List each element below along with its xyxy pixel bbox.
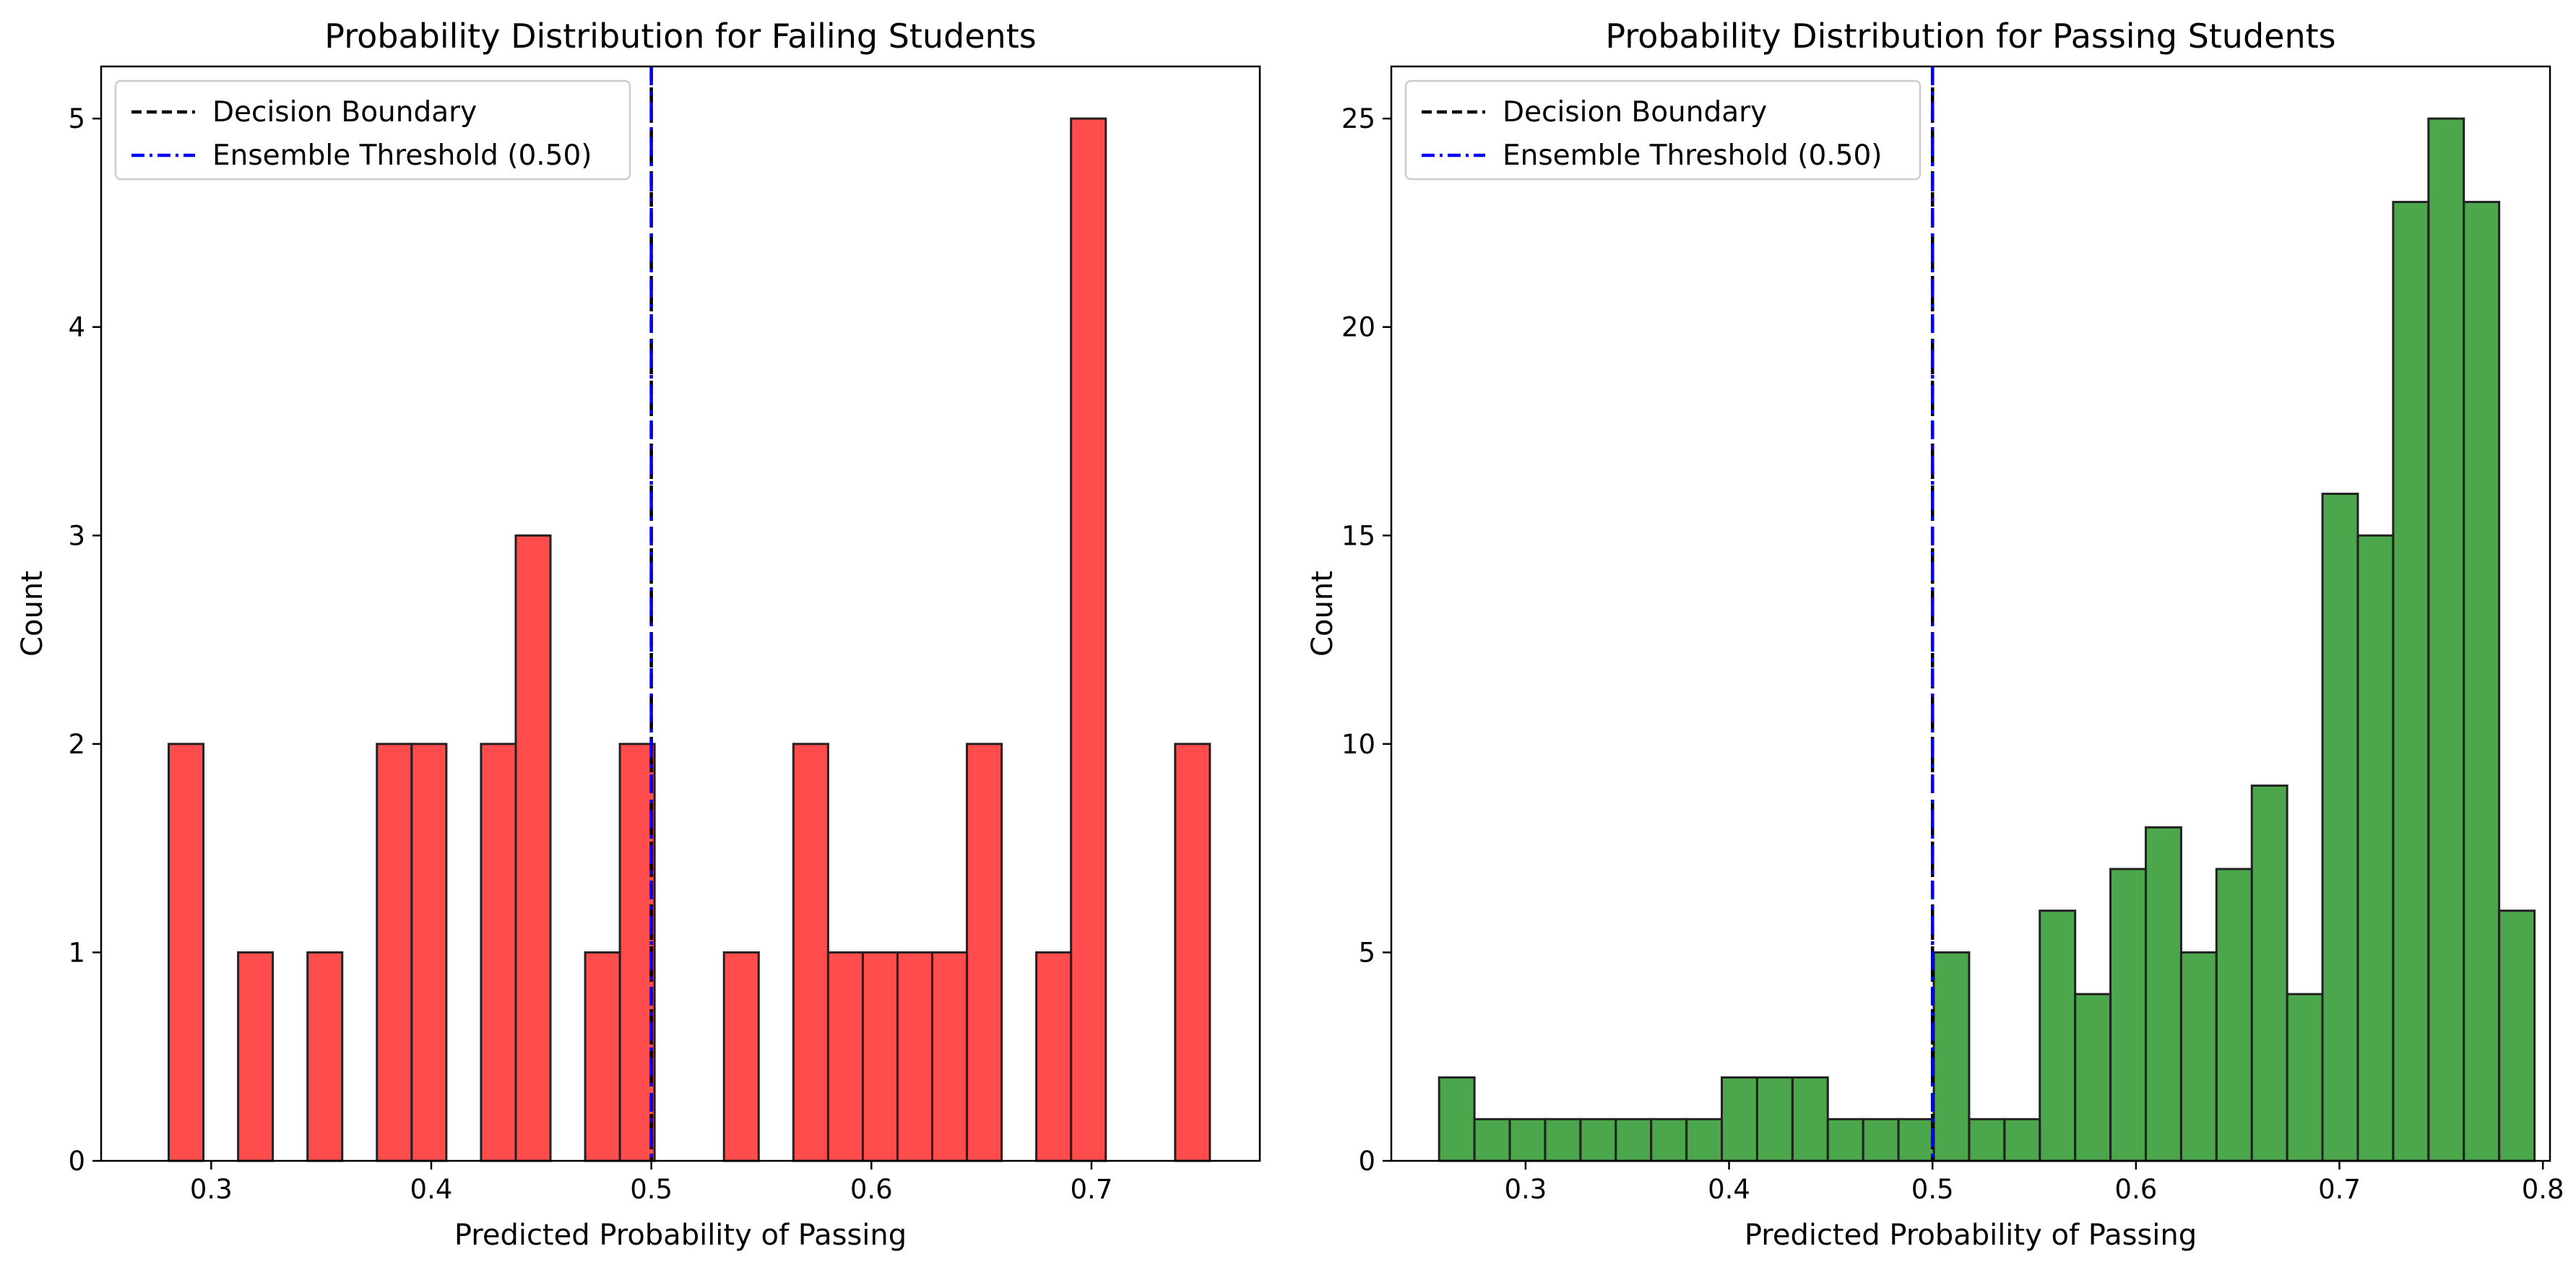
y-tick-label: 10 [1341, 729, 1375, 760]
plot-frame [100, 65, 1261, 1162]
histogram-bar [376, 743, 413, 1162]
histogram-bar [2356, 534, 2395, 1162]
chart-title: Probability Distribution for Passing Stu… [1605, 17, 2335, 56]
y-tick-label: 1 [68, 937, 85, 968]
histogram-bar [1755, 1076, 1794, 1162]
legend-entry-label: Ensemble Threshold (0.50) [1503, 139, 1883, 172]
histogram-bar [792, 743, 829, 1162]
histogram-bar [1579, 1118, 1617, 1162]
histogram-bar [168, 743, 205, 1162]
histogram-bar [1932, 951, 1971, 1162]
histogram-bar [237, 951, 275, 1162]
x-axis-label: Predicted Probability of Passing [454, 1219, 907, 1252]
histogram-bar [1826, 1118, 1864, 1162]
y-tick-label: 25 [1341, 103, 1375, 134]
x-tick-label: 0.3 [190, 1174, 233, 1205]
histogram-bar [722, 951, 760, 1162]
histogram-bar [1650, 1118, 1688, 1162]
legend-entry-label: Decision Boundary [212, 96, 477, 129]
histogram-bar [1544, 1118, 1582, 1162]
histogram-bar [1438, 1076, 1476, 1162]
histogram-bar [306, 951, 344, 1162]
x-tick-label: 0.8 [2522, 1174, 2564, 1205]
histogram-bar [1473, 1118, 1511, 1162]
chart-panel-1: 0.3 0.4 0.5 0.6 0.7 0 1 2 3 4 5 Probability Distrib… [16, 17, 1261, 1252]
histogram-bar [480, 743, 517, 1162]
histogram-bar [896, 951, 933, 1162]
histogram-bar [2215, 868, 2253, 1162]
legend-entry-label: Decision Boundary [1503, 96, 1767, 129]
y-axis-label: Count [1306, 571, 1339, 657]
y-tick-label: 15 [1341, 520, 1375, 551]
y-axis-label: Count [16, 571, 49, 657]
x-tick-label: 0.6 [2114, 1174, 2157, 1205]
x-tick-label: 0.7 [2318, 1174, 2361, 1205]
y-tick-label: 0 [1358, 1146, 1375, 1177]
legend-box [114, 79, 631, 181]
histogram-bar [930, 951, 969, 1162]
histogram-bar [1685, 1118, 1724, 1162]
histogram-bar [1897, 1118, 1935, 1162]
histogram-bar [861, 951, 899, 1162]
histogram-bar [1174, 743, 1211, 1162]
histogram-bar [2427, 117, 2465, 1162]
histogram-bar [1791, 1076, 1829, 1162]
x-axis-label: Predicted Probability of Passing [1745, 1219, 2197, 1252]
histogram-bar [1721, 1076, 1758, 1162]
histogram-bar [584, 951, 621, 1162]
histogram-bar [1615, 1118, 1653, 1162]
legend-entry-label: Ensemble Threshold (0.50) [212, 139, 592, 172]
histogram-bar [966, 743, 1003, 1162]
histogram-bar [2003, 1118, 2041, 1162]
histogram-bar [2321, 493, 2359, 1162]
histogram-bar [2250, 785, 2288, 1162]
x-tick-label: 0.5 [1911, 1174, 1954, 1205]
x-tick-label: 0.4 [410, 1174, 453, 1205]
y-tick-label: 5 [68, 103, 85, 134]
histogram-bar [1070, 117, 1107, 1162]
histogram-bar [1508, 1118, 1547, 1162]
histogram-bar [2179, 951, 2218, 1162]
histogram-bars [168, 117, 1211, 1162]
histogram-bar [2039, 909, 2077, 1162]
histogram-bar [2074, 993, 2112, 1162]
legend: Decision Boundary Ensemble Threshold (0.5… [1404, 79, 1922, 181]
x-tick-label: 0.6 [850, 1174, 893, 1205]
chart-panel-2: 0.3 0.4 0.5 0.6 0.7 0.8 0 5 10 15 20 25 Probability … [1306, 17, 2564, 1252]
x-tick-label: 0.7 [1071, 1174, 1113, 1205]
histogram-bar [1862, 1118, 1900, 1162]
histogram-bar [1968, 1118, 2006, 1162]
y-tick-label: 0 [68, 1146, 85, 1177]
x-tick-label: 0.3 [1504, 1174, 1547, 1205]
histogram-bar [826, 951, 864, 1162]
histogram-bar [514, 534, 552, 1162]
legend-box [1404, 79, 1922, 181]
y-tick-label: 20 [1341, 312, 1375, 343]
histogram-bar [410, 743, 448, 1162]
histogram-bar [1035, 951, 1073, 1162]
histogram-bar [2498, 909, 2536, 1162]
y-tick-label: 2 [68, 729, 85, 760]
chart-title: Probability Distribution for Failing Stu… [324, 17, 1036, 56]
histogram-bar [2286, 993, 2324, 1162]
histogram-bar [618, 743, 656, 1162]
histogram-bar [2463, 201, 2501, 1162]
y-tick-label: 3 [68, 520, 85, 551]
legend: Decision Boundary Ensemble Threshold (0.5… [114, 79, 631, 181]
y-tick-label: 4 [68, 312, 85, 343]
x-tick-label: 0.5 [630, 1174, 673, 1205]
histogram-bar [2109, 868, 2147, 1162]
x-tick-label: 0.4 [1708, 1174, 1750, 1205]
y-tick-label: 5 [1358, 937, 1375, 968]
plot-frame [1390, 65, 2551, 1162]
histogram-bar [2144, 826, 2182, 1162]
histogram-bars [1438, 117, 2536, 1162]
histogram-bar [2392, 201, 2430, 1162]
